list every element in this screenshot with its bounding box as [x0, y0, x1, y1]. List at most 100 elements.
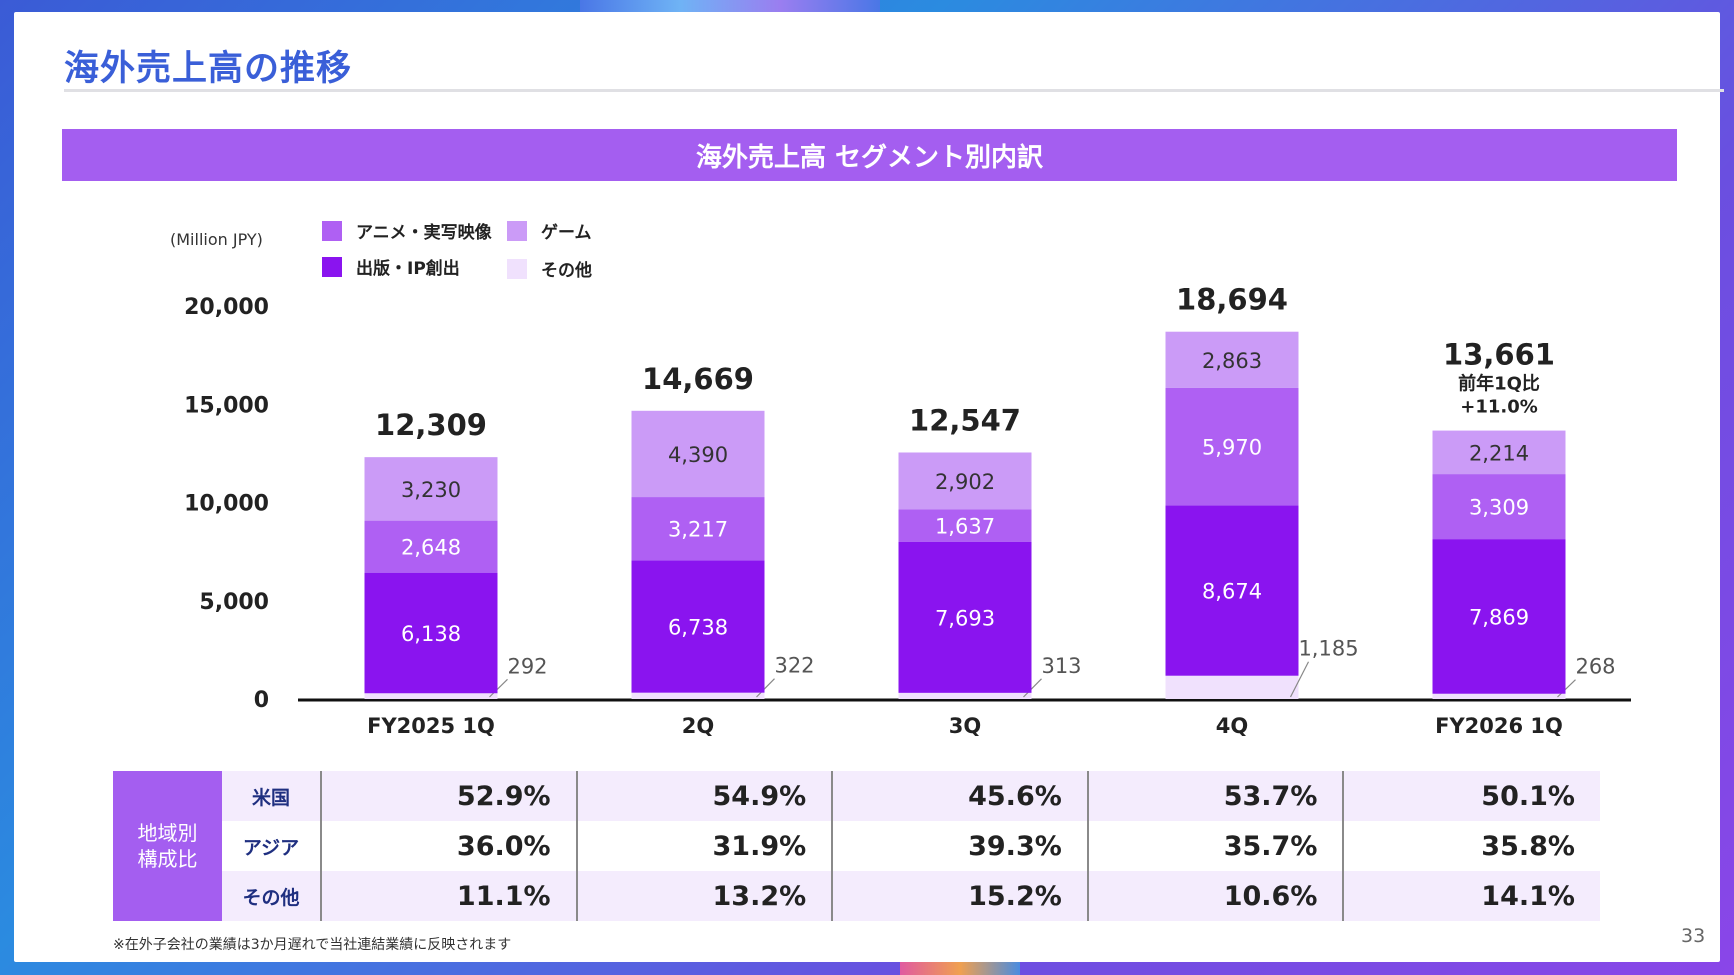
data-label: 313 — [1041, 654, 1081, 678]
data-label: 1,637 — [935, 515, 995, 539]
bar-segment — [631, 497, 765, 561]
region-table-side-label: 地域別 構成比 — [113, 771, 222, 921]
table-row: アジア 36.0% 31.9% 39.3% 35.7% 35.8% — [222, 821, 1600, 871]
legend-label-other: その他 — [541, 261, 592, 281]
table-cell: 45.6% — [833, 771, 1089, 821]
table-row: 米国 52.9% 54.9% 45.6% 53.7% 50.1% — [222, 771, 1600, 821]
legend-item-anime: アニメ・実写映像 — [322, 218, 492, 243]
bar-segment — [1432, 474, 1566, 540]
bar-segment — [1165, 675, 1299, 699]
table-cell: 15.2% — [833, 871, 1089, 921]
data-label: 2,863 — [1202, 349, 1262, 373]
legend-label-anime: アニメ・実写映像 — [356, 223, 492, 243]
leader-line — [1289, 661, 1310, 698]
legend-swatch-game — [507, 220, 527, 241]
bar-segment — [898, 452, 1032, 510]
bar-segment — [1432, 693, 1566, 699]
bar-total-label: 14,669 — [642, 362, 754, 396]
bar-segment — [1432, 539, 1566, 694]
x-tick-label: 2Q — [682, 714, 714, 738]
bar-segment — [1165, 331, 1299, 388]
bar-total-label: 12,547 — [909, 403, 1021, 437]
table-cell: 53.7% — [1089, 771, 1345, 821]
bar-segment — [898, 541, 1032, 693]
bar-segment — [364, 693, 498, 699]
data-label: 1,185 — [1298, 637, 1358, 661]
x-tick-label: FY2025 1Q — [367, 714, 495, 738]
data-label: 7,693 — [935, 606, 995, 630]
page-title: 海外売上高の推移 — [64, 49, 353, 89]
bar-segment — [898, 692, 1032, 699]
leader-line — [1557, 679, 1576, 698]
table-cell: 52.9% — [322, 771, 578, 821]
table-cell: 35.7% — [1089, 821, 1345, 871]
data-label: 268 — [1575, 655, 1615, 679]
data-label: 7,869 — [1469, 605, 1529, 629]
bar-segment — [364, 572, 498, 694]
legend-item-publishing: 出版・IP創出 — [322, 254, 460, 279]
bar-segment — [631, 692, 765, 699]
leader-line — [489, 678, 508, 698]
title-divider — [64, 89, 1724, 92]
data-label: 8,674 — [1202, 579, 1262, 603]
table-cell: 31.9% — [578, 821, 834, 871]
data-label: 5,970 — [1202, 436, 1262, 460]
legend-swatch-anime — [322, 220, 342, 241]
legend-label-publishing: 出版・IP創出 — [356, 259, 460, 279]
legend-swatch-publishing — [322, 256, 342, 277]
row-label-asia: アジア — [222, 821, 322, 871]
x-tick-label: 3Q — [949, 714, 981, 738]
table-row: その他 11.1% 13.2% 15.2% 10.6% 14.1% — [222, 871, 1600, 921]
legend-label-game: ゲーム — [541, 223, 592, 243]
table-cell: 35.8% — [1481, 830, 1575, 862]
page-number: 33 — [1681, 925, 1706, 947]
data-label: 3,217 — [668, 518, 728, 542]
bar-total-label: 13,661 — [1443, 338, 1555, 372]
bottom-decor-strip — [900, 962, 1020, 975]
region-table-side-line-2: 構成比 — [137, 847, 198, 871]
chart-banner: 海外売上高 セグメント別内訳 — [62, 129, 1677, 181]
bar-segment — [898, 509, 1032, 542]
annotation-line: +11.0% — [1460, 397, 1538, 418]
bar-segment — [364, 457, 498, 521]
data-label: 322 — [774, 654, 814, 678]
y-tick-label: 20,000 — [184, 295, 269, 320]
leader-line — [756, 678, 775, 698]
data-label: 2,902 — [935, 470, 995, 494]
table-cell: 54.9% — [578, 771, 834, 821]
data-label: 4,390 — [668, 443, 728, 467]
x-tick-label: 4Q — [1216, 714, 1248, 738]
bar-segment — [1432, 430, 1566, 475]
bar-segment — [631, 410, 765, 498]
bar-segment — [1165, 505, 1299, 676]
table-cell: 11.1% — [322, 871, 578, 921]
y-tick-label: 0 — [254, 688, 269, 713]
legend-item-other: その他 — [507, 256, 592, 281]
data-label: 3,230 — [401, 478, 461, 502]
row-label-us: 米国 — [222, 771, 322, 821]
table-cell: 14.1% — [1481, 880, 1575, 912]
data-label: 2,214 — [1469, 441, 1529, 465]
data-label: 3,309 — [1469, 496, 1529, 520]
y-tick-label: 5,000 — [199, 590, 269, 615]
x-tick-label: FY2026 1Q — [1435, 714, 1563, 738]
y-tick-label: 15,000 — [184, 393, 269, 418]
unit-label: (Million JPY) — [170, 230, 263, 249]
row-label-other: その他 — [222, 871, 322, 921]
annotation-line: 前年1Q比 — [1458, 373, 1540, 395]
bar-segment — [364, 520, 498, 573]
data-label: 6,738 — [668, 615, 728, 639]
top-decor-strip — [580, 0, 880, 12]
bar-total-label: 18,694 — [1176, 283, 1288, 317]
region-share-table: 地域別 構成比 米国 52.9% 54.9% 45.6% 53.7% 50.1%… — [113, 771, 1600, 921]
data-label: 292 — [507, 654, 547, 678]
region-table-side-line-1: 地域別 — [137, 821, 198, 845]
table-cell: 36.0% — [322, 821, 578, 871]
data-label: 6,138 — [401, 622, 461, 646]
data-label: 2,648 — [401, 536, 461, 560]
footnote: ※在外子会社の業績は3か月遅れで当社連結業績に反映されます — [113, 937, 512, 953]
bar-segment — [1165, 387, 1299, 506]
bar-segment — [631, 560, 765, 693]
table-cell: 39.3% — [833, 821, 1089, 871]
legend-item-game: ゲーム — [507, 218, 592, 243]
